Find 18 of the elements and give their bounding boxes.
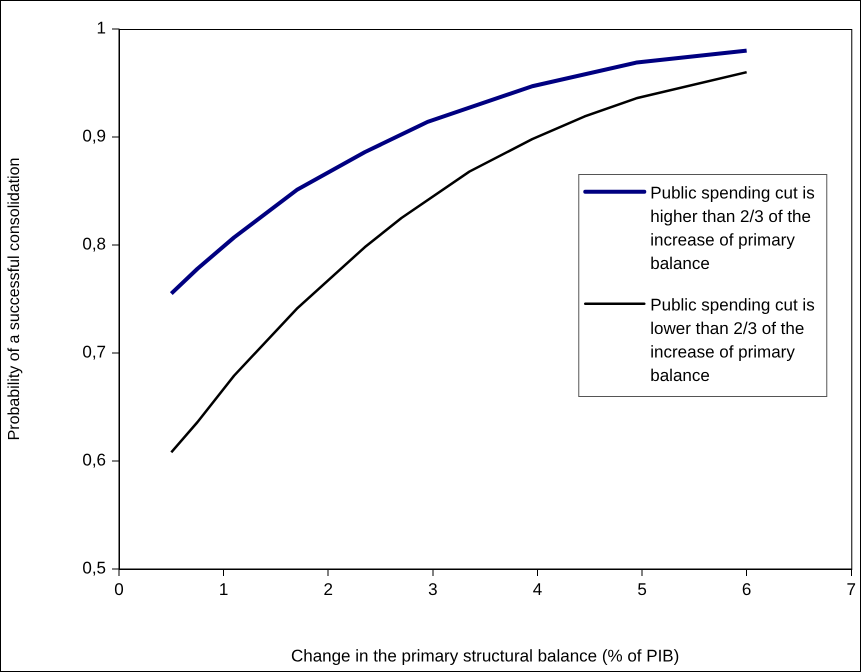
y-tick-label: 0,6	[82, 450, 106, 470]
x-tick-label: 1	[218, 580, 228, 599]
y-tick-label: 0,7	[82, 342, 106, 362]
y-tick-label: 0,5	[82, 558, 106, 578]
x-tick-label: 2	[323, 580, 333, 599]
x-axis-title: Change in the primary structural balance (% of PIB)	[290, 646, 680, 666]
y-tick-label: 0,8	[82, 234, 106, 254]
y-axis-title: Probability of a successful consolidation	[6, 158, 24, 440]
x-tick-label: 5	[637, 580, 647, 599]
x-tick-label: 6	[742, 580, 752, 599]
y-tick-label: 1	[96, 18, 106, 38]
legend-label: Public spending cut is lower than 2/3 of the increase of primary balance	[650, 295, 815, 385]
x-tick-label: 7	[846, 580, 856, 599]
legend-label: Public spending cut is higher than 2/3 of the increase of primary balance	[650, 183, 815, 273]
x-tick-label: 4	[532, 580, 542, 599]
x-tick-label: 0	[114, 580, 124, 599]
y-tick-label: 0,9	[82, 126, 106, 146]
x-tick-label: 3	[428, 580, 438, 599]
